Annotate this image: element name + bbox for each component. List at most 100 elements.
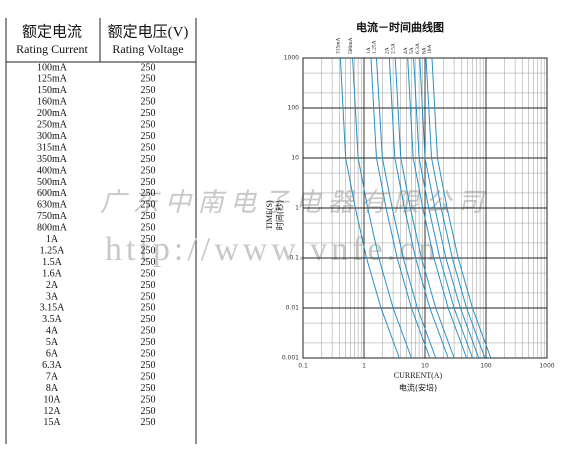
table-cell: 4A xyxy=(46,326,59,337)
table-cell: 250mA xyxy=(37,120,68,131)
y-axis-label: 时间(秒) xyxy=(275,200,285,230)
table-cell: 250 xyxy=(141,234,156,245)
x-tick-label: 0.1 xyxy=(298,363,308,370)
curve xyxy=(388,57,449,359)
table-cell: 1A xyxy=(46,234,59,245)
curve xyxy=(352,57,412,359)
table-cell: 125mA xyxy=(37,74,68,85)
table-cell: 1.25A xyxy=(40,245,66,256)
table-cell: 250 xyxy=(141,97,156,108)
y-tick-label: 0.1 xyxy=(289,255,299,262)
table-cell: 250 xyxy=(141,383,156,394)
table-cell: 12A xyxy=(43,406,61,417)
table-cell: 250 xyxy=(141,211,156,222)
curve xyxy=(375,57,437,359)
table-cell: 250 xyxy=(141,371,156,382)
table-cell: 250 xyxy=(141,349,156,360)
table-cell: 100mA xyxy=(37,62,68,73)
y-axis-label: TIME(S) xyxy=(265,200,274,230)
curve-label: 10A xyxy=(427,45,433,55)
curve-label: 1.25A xyxy=(372,40,378,54)
table-cell: 250 xyxy=(141,108,156,119)
table-cell: 250 xyxy=(141,303,156,314)
table-cell: 250 xyxy=(141,120,156,131)
curve-label: 1A xyxy=(366,47,372,54)
x-tick-label: 10 xyxy=(421,363,429,370)
curve-label: 500mA xyxy=(348,37,354,54)
curve-label: 2.5A xyxy=(390,43,396,54)
table-cell: 400mA xyxy=(37,165,68,176)
table-cell: 300mA xyxy=(37,131,68,142)
table-cell: 250 xyxy=(141,291,156,302)
table-cell: 630mA xyxy=(37,200,68,211)
chart-title: 电流－时间曲线图 xyxy=(356,20,444,34)
curve-label: 5A xyxy=(409,47,415,54)
table-cell: 250 xyxy=(141,245,156,256)
y-tick-label: 1 xyxy=(295,205,299,212)
curve xyxy=(407,57,468,359)
table-cell: 250 xyxy=(141,142,156,153)
table-cell: 3.15A xyxy=(40,303,66,314)
y-tick-label: 100 xyxy=(288,105,300,112)
table-cell: 250 xyxy=(141,406,156,417)
header-en: Rating Voltage xyxy=(112,42,183,56)
table-cell: 250 xyxy=(141,188,156,199)
curve xyxy=(419,57,480,359)
curve xyxy=(394,57,455,359)
table-cell: 500mA xyxy=(37,177,68,188)
curve xyxy=(431,57,492,359)
table-cell: 7A xyxy=(46,371,59,382)
y-tick-label: 1000 xyxy=(284,55,299,62)
y-tick-label: 10 xyxy=(291,155,299,162)
table-cell: 250 xyxy=(141,394,156,405)
table-cell: 160mA xyxy=(37,97,68,108)
table-cell: 150mA xyxy=(37,85,68,96)
curve-label: 6.3A xyxy=(415,43,421,54)
x-tick-label: 1000 xyxy=(539,363,554,370)
x-axis-label: 电流(安培) xyxy=(399,383,437,393)
x-axis-label: CURRENT(A) xyxy=(394,371,443,380)
table-cell: 3.5A xyxy=(42,314,63,325)
table-cell: 250 xyxy=(141,223,156,234)
table-cell: 250 xyxy=(141,85,156,96)
table-cell: 6A xyxy=(46,349,59,360)
table-cell: 250 xyxy=(141,417,156,428)
table-cell: 8A xyxy=(46,383,59,394)
table-cell: 250 xyxy=(141,165,156,176)
table-cell: 200mA xyxy=(37,108,68,119)
table-cell: 250 xyxy=(141,314,156,325)
table-cell: 250 xyxy=(141,326,156,337)
curve xyxy=(370,57,431,359)
table-cell: 250 xyxy=(141,154,156,165)
table-cell: 250 xyxy=(141,131,156,142)
y-tick-label: 0.01 xyxy=(286,305,300,312)
table-cell: 800mA xyxy=(37,223,68,234)
table-cell: 6.3A xyxy=(42,360,63,371)
curve-label: 2A xyxy=(385,47,391,54)
curve-label: 315mA xyxy=(336,37,342,54)
table-cell: 1.6A xyxy=(42,268,63,279)
table-cell: 1.5A xyxy=(42,257,63,268)
table-cell: 315mA xyxy=(37,142,68,153)
header-cn: 额定电压(V) xyxy=(108,23,189,40)
table-cell: 250 xyxy=(141,280,156,291)
table-cell: 3A xyxy=(46,291,59,302)
curve xyxy=(413,57,473,359)
table-cell: 350mA xyxy=(37,154,68,165)
header-en: Rating Current xyxy=(16,42,88,56)
plot-frame xyxy=(302,57,548,359)
watermark: 广 东 中 南 电 子 电 器 有 限 公 司 xyxy=(100,188,487,217)
table-cell: 250 xyxy=(141,200,156,211)
table-cell: 250 xyxy=(141,74,156,85)
table-cell: 600mA xyxy=(37,188,68,199)
table-cell: 250 xyxy=(141,177,156,188)
table-cell: 10A xyxy=(43,394,61,405)
curve xyxy=(339,57,400,359)
header-cn: 额定电流 xyxy=(22,23,82,40)
table-cell: 250 xyxy=(141,337,156,348)
x-tick-label: 1 xyxy=(362,363,366,370)
table-cell: 5A xyxy=(46,337,59,348)
x-tick-label: 100 xyxy=(480,363,492,370)
table-cell: 15A xyxy=(43,417,61,428)
